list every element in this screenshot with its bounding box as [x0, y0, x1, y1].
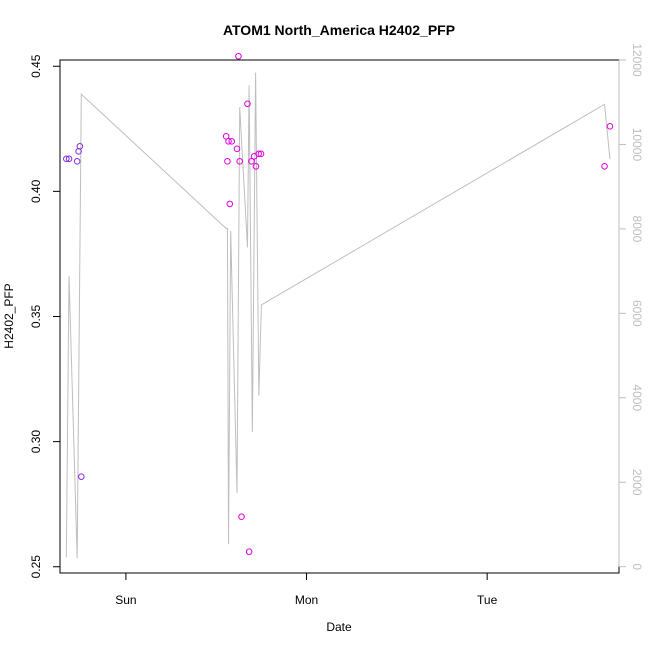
series-points — [63, 52, 614, 556]
y2-tick-label: 12000 — [630, 43, 644, 77]
x-tick-label: Tue — [477, 593, 498, 607]
data-point — [225, 138, 232, 145]
y-tick-label: 0.35 — [29, 304, 43, 328]
data-point — [236, 158, 244, 165]
x-tick-label: Mon — [295, 593, 318, 607]
data-point — [245, 548, 253, 556]
plot-frame — [59, 59, 620, 574]
data-point — [78, 473, 85, 480]
data-point — [238, 513, 245, 520]
chart-title: ATOM1 North_America H2402_PFP — [223, 22, 455, 38]
y2-tick-label: 0 — [630, 563, 644, 570]
x-axis-label: Date — [326, 620, 352, 634]
data-point — [255, 150, 262, 158]
y-tick-label: 0.40 — [29, 179, 43, 203]
y2-tick-label: 8000 — [630, 216, 644, 243]
data-point — [252, 163, 260, 170]
data-point — [606, 123, 614, 130]
data-point — [244, 100, 251, 108]
data-point — [65, 155, 73, 163]
series-line — [65, 72, 611, 559]
y-axis-label: H2402_PFP — [2, 283, 16, 348]
data-point — [248, 158, 255, 165]
y2-tick-label: 2000 — [630, 469, 644, 496]
data-point — [601, 163, 608, 170]
data-point — [233, 145, 241, 153]
y2-tick-label: 4000 — [630, 384, 644, 411]
data-point — [76, 143, 84, 150]
y-tick-label: 0.25 — [29, 555, 43, 579]
x-tick-label: Sun — [115, 593, 136, 607]
y-tick-label: 0.30 — [29, 430, 43, 454]
y2-tick-label: 10000 — [630, 128, 644, 162]
data-point — [257, 150, 265, 158]
data-point — [73, 158, 81, 165]
data-point — [224, 158, 231, 165]
data-point — [235, 52, 242, 60]
series-lines — [65, 72, 611, 559]
data-point — [63, 155, 70, 163]
axes: Sun Mon Tue 0.25 0.30 0.35 0.40 0.45 0 2000 4000 60… — [29, 43, 644, 607]
data-point — [228, 138, 236, 145]
y-tick-label: 0.45 — [29, 54, 43, 78]
y2-tick-label: 6000 — [630, 300, 644, 327]
data-point — [226, 200, 234, 208]
